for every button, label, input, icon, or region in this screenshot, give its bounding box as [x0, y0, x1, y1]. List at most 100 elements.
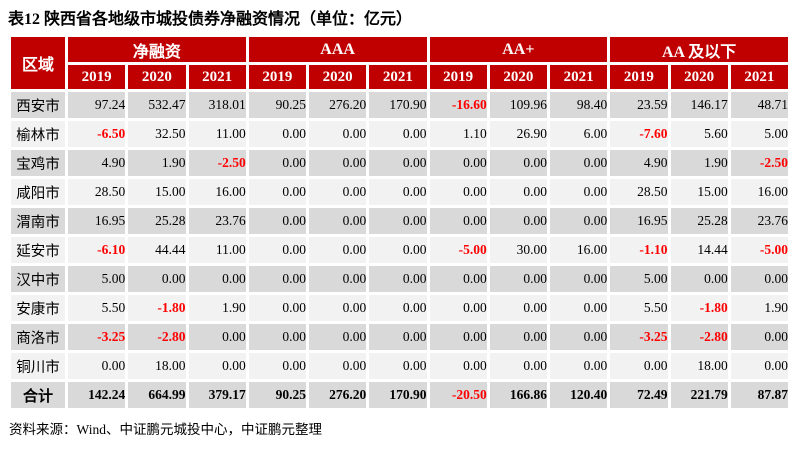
value-cell: 25.28 [670, 208, 728, 234]
value-cell: 44.44 [128, 237, 186, 263]
value-cell: 0.00 [489, 208, 547, 234]
value-cell: 0.00 [309, 295, 367, 321]
value-cell: 0.00 [429, 266, 487, 292]
value-cell: 120.40 [550, 382, 608, 408]
year-header-row: 2019 2020 2021 2019 2020 2021 2019 2020 … [11, 65, 788, 89]
year-header: 2019 [610, 65, 668, 89]
value-cell: 276.20 [309, 92, 367, 118]
table-row-yulin: 榆林市 -6.50 32.50 11.00 0.00 0.00 0.00 1.1… [11, 121, 788, 147]
value-cell: 0.00 [309, 179, 367, 205]
value-cell: 0.00 [489, 295, 547, 321]
value-cell: -5.00 [730, 237, 788, 263]
value-cell: 0.00 [489, 150, 547, 176]
table-row-baoji: 宝鸡市 4.90 1.90 -2.50 0.00 0.00 0.00 0.00 … [11, 150, 788, 176]
value-cell: 0.00 [369, 121, 427, 147]
value-cell: -20.50 [429, 382, 487, 408]
value-cell: 5.50 [610, 295, 668, 321]
value-cell: 4.90 [68, 150, 126, 176]
value-cell: 0.00 [369, 237, 427, 263]
value-cell: 23.76 [188, 208, 246, 234]
value-cell: -16.60 [429, 92, 487, 118]
column-group-aa-and-below: AA 及以下 [610, 37, 788, 62]
table-header: 区域 净融资 AAA AA+ AA 及以下 2019 2020 2021 201… [11, 37, 788, 89]
value-cell: 18.00 [670, 353, 728, 379]
value-cell: 26.90 [489, 121, 547, 147]
value-cell: 276.20 [309, 382, 367, 408]
value-cell: -2.50 [730, 150, 788, 176]
value-cell: 90.25 [248, 382, 306, 408]
region-cell: 商洛市 [11, 324, 65, 350]
value-cell: 0.00 [188, 266, 246, 292]
value-cell: 16.00 [550, 237, 608, 263]
value-cell: 1.90 [730, 295, 788, 321]
value-cell: 23.59 [610, 92, 668, 118]
value-cell: 0.00 [429, 150, 487, 176]
value-cell: 0.00 [730, 324, 788, 350]
value-cell: 0.00 [730, 266, 788, 292]
value-cell: 87.87 [730, 382, 788, 408]
value-cell: -2.80 [128, 324, 186, 350]
year-header: 2020 [309, 65, 367, 89]
value-cell: 16.95 [68, 208, 126, 234]
value-cell: 0.00 [730, 353, 788, 379]
value-cell: 0.00 [188, 324, 246, 350]
year-header: 2019 [429, 65, 487, 89]
year-header: 2021 [188, 65, 246, 89]
value-cell: 0.00 [489, 353, 547, 379]
value-cell: 0.00 [248, 295, 306, 321]
value-cell: 1.90 [188, 295, 246, 321]
value-cell: 0.00 [670, 266, 728, 292]
table-body: 西安市 97.24 532.47 318.01 90.25 276.20 170… [11, 92, 788, 408]
value-cell: 664.99 [128, 382, 186, 408]
value-cell: 0.00 [369, 208, 427, 234]
value-cell: 0.00 [429, 353, 487, 379]
value-cell: 0.00 [550, 208, 608, 234]
value-cell: 30.00 [489, 237, 547, 263]
column-group-aa-plus: AA+ [429, 37, 608, 62]
value-cell: 0.00 [309, 121, 367, 147]
value-cell: 1.10 [429, 121, 487, 147]
value-cell: 11.00 [188, 237, 246, 263]
value-cell: 0.00 [248, 266, 306, 292]
value-cell: 23.76 [730, 208, 788, 234]
table-row-xian: 西安市 97.24 532.47 318.01 90.25 276.20 170… [11, 92, 788, 118]
year-header: 2019 [248, 65, 306, 89]
table-row-total: 合计 142.24 664.99 379.17 90.25 276.20 170… [11, 382, 788, 408]
value-cell: 146.17 [670, 92, 728, 118]
net-financing-table: 区域 净融资 AAA AA+ AA 及以下 2019 2020 2021 201… [8, 34, 791, 411]
value-cell: 142.24 [68, 382, 126, 408]
value-cell: 4.90 [610, 150, 668, 176]
region-cell: 合计 [11, 382, 65, 408]
value-cell: 0.00 [550, 295, 608, 321]
value-cell: 0.00 [489, 324, 547, 350]
value-cell: 0.00 [550, 179, 608, 205]
value-cell: -6.50 [68, 121, 126, 147]
value-cell: 0.00 [369, 353, 427, 379]
value-cell: 11.00 [188, 121, 246, 147]
value-cell: -1.10 [610, 237, 668, 263]
table-row-yanan: 延安市 -6.10 44.44 11.00 0.00 0.00 0.00 -5.… [11, 237, 788, 263]
value-cell: 0.00 [248, 324, 306, 350]
value-cell: 97.24 [68, 92, 126, 118]
column-group-net-financing: 净融资 [68, 37, 246, 62]
value-cell: 0.00 [68, 353, 126, 379]
column-header-region: 区域 [11, 37, 65, 89]
value-cell: 5.60 [670, 121, 728, 147]
value-cell: 32.50 [128, 121, 186, 147]
year-header: 2020 [128, 65, 186, 89]
value-cell: 6.00 [550, 121, 608, 147]
value-cell: 16.00 [730, 179, 788, 205]
year-header: 2020 [670, 65, 728, 89]
group-header-row: 区域 净融资 AAA AA+ AA 及以下 [11, 37, 788, 89]
value-cell: 18.00 [128, 353, 186, 379]
value-cell: 318.01 [188, 92, 246, 118]
value-cell: 0.00 [369, 324, 427, 350]
value-cell: 0.00 [550, 324, 608, 350]
value-cell: -1.80 [128, 295, 186, 321]
value-cell: 28.50 [68, 179, 126, 205]
region-cell: 延安市 [11, 237, 65, 263]
value-cell: 0.00 [489, 179, 547, 205]
value-cell: 0.00 [248, 353, 306, 379]
table-caption: 表12 陕西省各地级市城投债券净融资情况（单位：亿元） [8, 11, 413, 28]
value-cell: 14.44 [670, 237, 728, 263]
